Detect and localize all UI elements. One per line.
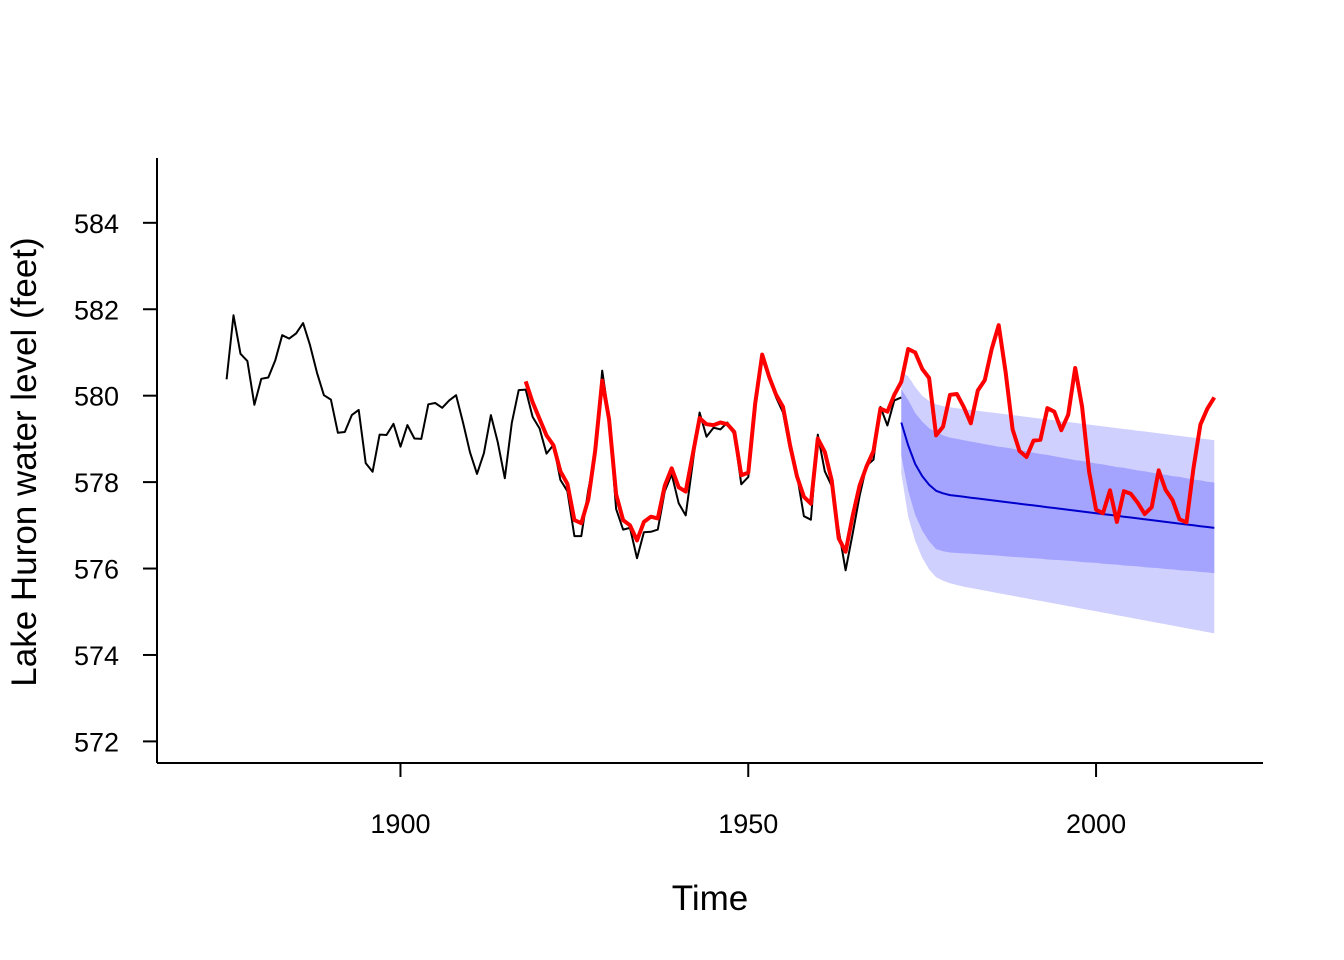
y-axis-title: Lake Huron water level (feet) bbox=[5, 237, 44, 686]
forecast-mean-line bbox=[900, 422, 1215, 529]
x-tick-label: 1950 bbox=[718, 809, 778, 839]
y-tick-label: 574 bbox=[74, 641, 119, 671]
pi80-band bbox=[901, 389, 1215, 574]
x-tick-label: 2000 bbox=[1066, 809, 1126, 839]
y-tick-label: 584 bbox=[74, 209, 119, 239]
y-tick-label: 572 bbox=[74, 727, 119, 757]
prediction-interval-bands bbox=[901, 371, 1215, 634]
y-ticks: 572 574 576 578 580 582 584 bbox=[74, 209, 157, 757]
series-lines bbox=[225, 314, 1217, 572]
axes: 572 574 576 578 580 582 584 1900 1950 2000 bbox=[74, 158, 1263, 839]
y-tick-label: 580 bbox=[74, 382, 119, 412]
y-tick-label: 578 bbox=[74, 468, 119, 498]
y-tick-label: 576 bbox=[74, 555, 119, 585]
observed-series-line bbox=[225, 314, 902, 572]
x-ticks: 1900 1950 2000 bbox=[370, 763, 1126, 839]
actual-series-line bbox=[523, 323, 1217, 554]
x-axis-title: Time bbox=[672, 879, 748, 918]
y-tick-label: 582 bbox=[74, 295, 119, 325]
x-tick-label: 1900 bbox=[370, 809, 430, 839]
